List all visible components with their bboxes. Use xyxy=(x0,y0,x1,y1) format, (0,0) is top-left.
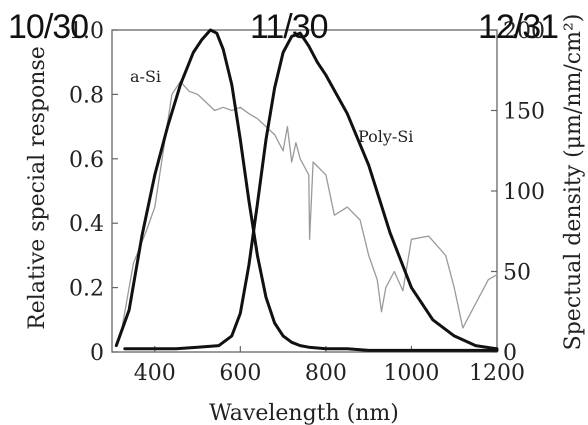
y2-tick-label: 100 xyxy=(503,180,545,205)
x-tick-label: 400 xyxy=(134,361,176,386)
y-axis-label: Relative special response xyxy=(25,46,50,330)
series-line-solar-spectrum xyxy=(119,80,498,337)
ticks-layer: 400 600 800 1000 120000.20.40.60.81.00501001… xyxy=(69,19,545,386)
y2-tick-label: 200 xyxy=(503,19,545,44)
date-label-2: 11/30 xyxy=(250,8,328,46)
x-tick-label: 600 xyxy=(219,361,261,386)
series-layer xyxy=(114,28,499,352)
y-tick-label: 0.4 xyxy=(69,212,104,237)
y-tick-label: 1.0 xyxy=(69,19,104,44)
series-line-poly-si xyxy=(123,31,499,351)
series-line-a-si xyxy=(114,28,499,352)
y-tick-label: 0 xyxy=(90,341,104,366)
date-label-3: 12/31 xyxy=(478,8,558,46)
x-tick-label: 1000 xyxy=(383,361,439,386)
plot-frame xyxy=(111,29,498,353)
series-label-poly-si: Poly-Si xyxy=(358,127,413,146)
y-tick-label: 0.8 xyxy=(69,83,104,108)
y-tick-label: 0.2 xyxy=(69,277,104,302)
y2-tick-label: 150 xyxy=(503,100,545,125)
x-axis-label: Wavelength (nm) xyxy=(209,401,399,425)
y-tick-label: 0.6 xyxy=(69,148,104,173)
y2-axis-label: Spectual density (μm/nm/cm²) xyxy=(561,14,586,351)
x-tick-label: 800 xyxy=(305,361,347,386)
series-label-a-si: a-Si xyxy=(130,67,161,86)
y2-tick-label: 0 xyxy=(503,341,517,366)
y2-tick-label: 50 xyxy=(503,261,531,286)
x-tick-label: 1200 xyxy=(469,361,525,386)
date-label-1: 10/30 xyxy=(8,8,88,46)
